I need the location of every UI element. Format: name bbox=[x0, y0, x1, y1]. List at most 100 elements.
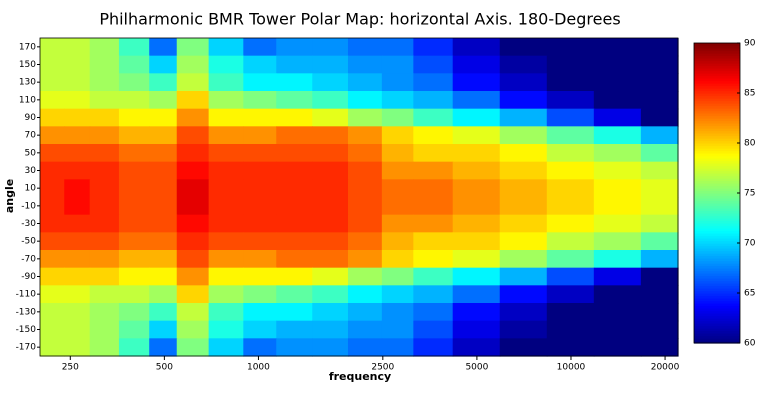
heatmap-cell bbox=[347, 55, 383, 74]
colorbar-slice bbox=[694, 270, 740, 274]
colorbar-slice bbox=[694, 90, 740, 94]
heatmap-cell bbox=[208, 285, 244, 304]
colorbar-slice bbox=[694, 208, 740, 212]
colorbar-slice bbox=[694, 333, 740, 337]
heatmap-cell bbox=[118, 320, 150, 339]
colorbar-slice bbox=[694, 288, 740, 292]
colorbar-slice bbox=[694, 100, 740, 104]
heatmap-cell bbox=[381, 232, 414, 251]
heatmap-cell bbox=[176, 250, 210, 269]
heatmap-cell bbox=[312, 285, 349, 304]
heatmap-cell bbox=[89, 197, 120, 216]
heatmap-cell bbox=[312, 91, 349, 110]
heatmap-cell bbox=[347, 144, 383, 163]
colorbar-slice bbox=[694, 290, 740, 294]
heatmap-cell bbox=[64, 285, 91, 304]
colorbar-slice bbox=[694, 185, 740, 189]
colorbar-slice bbox=[694, 295, 740, 299]
heatmap-cell bbox=[413, 161, 454, 180]
colorbar-slice bbox=[694, 140, 740, 144]
heatmap-cell bbox=[276, 144, 313, 163]
heatmap-cell bbox=[381, 250, 414, 269]
colorbar-slice bbox=[694, 138, 740, 142]
heatmap-cell bbox=[452, 320, 501, 339]
colorbar-slice bbox=[694, 223, 740, 227]
x-tick-label: 10000 bbox=[557, 363, 586, 373]
colorbar-slice bbox=[694, 328, 740, 332]
colorbar-slice bbox=[694, 210, 740, 214]
colorbar-slice bbox=[694, 330, 740, 334]
colorbar-slice bbox=[694, 148, 740, 152]
heatmap-cell bbox=[40, 179, 65, 198]
heatmap-cell bbox=[413, 55, 454, 74]
heatmap-cell bbox=[118, 38, 150, 57]
heatmap-cell bbox=[176, 197, 210, 216]
colorbar-slice bbox=[694, 168, 740, 172]
heatmap-cell bbox=[413, 179, 454, 198]
heatmap-cell bbox=[499, 303, 548, 322]
y-tick-label: 70 bbox=[25, 131, 37, 141]
heatmap-cell bbox=[89, 126, 120, 145]
heatmap-cell bbox=[546, 250, 595, 269]
heatmap-cell bbox=[312, 214, 349, 233]
heatmap-cell bbox=[640, 197, 679, 216]
heatmap-cell bbox=[347, 126, 383, 145]
heatmap-cell bbox=[149, 197, 178, 216]
heatmap-cell bbox=[149, 338, 178, 357]
x-tick-label: 2500 bbox=[371, 363, 394, 373]
colorbar-slice bbox=[694, 128, 740, 132]
colorbar-slice bbox=[694, 130, 740, 134]
heatmap-cell bbox=[381, 197, 414, 216]
heatmap-cell bbox=[40, 214, 65, 233]
heatmap-cell bbox=[312, 232, 349, 251]
colorbar-slice bbox=[694, 230, 740, 234]
heatmap-cell bbox=[499, 38, 548, 57]
colorbar-slice bbox=[694, 53, 740, 57]
colorbar-slice bbox=[694, 308, 740, 312]
colorbar-slice bbox=[694, 78, 740, 82]
heatmap-cell bbox=[499, 126, 548, 145]
colorbar-tick-label: 70 bbox=[744, 239, 756, 249]
heatmap-cell bbox=[381, 126, 414, 145]
heatmap-cell bbox=[381, 285, 414, 304]
heatmap-cell bbox=[243, 161, 277, 180]
heatmap-cell bbox=[276, 214, 313, 233]
heatmap-cell bbox=[118, 161, 150, 180]
colorbar-slice bbox=[694, 98, 740, 102]
heatmap-cell bbox=[312, 303, 349, 322]
heatmap-cell bbox=[452, 338, 501, 357]
heatmap-cell bbox=[149, 161, 178, 180]
heatmap-cell bbox=[546, 338, 595, 357]
heatmap-cell bbox=[243, 285, 277, 304]
y-tick-label: 170 bbox=[19, 42, 36, 52]
heatmap-cell bbox=[89, 108, 120, 127]
heatmap-cell bbox=[276, 108, 313, 127]
colorbar-slice bbox=[694, 133, 740, 137]
heatmap-cell bbox=[243, 214, 277, 233]
heatmap-cell bbox=[640, 161, 679, 180]
heatmap-cell bbox=[546, 303, 595, 322]
heatmap-cell bbox=[243, 144, 277, 163]
heatmap-cell bbox=[208, 320, 244, 339]
heatmap-cell bbox=[593, 38, 642, 57]
heatmap-cell bbox=[176, 73, 210, 92]
heatmap-cell bbox=[499, 91, 548, 110]
heatmap-cell bbox=[499, 108, 548, 127]
heatmap-cell bbox=[347, 38, 383, 57]
heatmap-cell bbox=[593, 161, 642, 180]
heatmap-cell bbox=[89, 338, 120, 357]
heatmap-cell bbox=[89, 73, 120, 92]
heatmap-cell bbox=[452, 179, 501, 198]
heatmap-cell bbox=[381, 320, 414, 339]
colorbar-slice bbox=[694, 93, 740, 97]
heatmap-cell bbox=[208, 38, 244, 57]
heatmap-cell bbox=[118, 285, 150, 304]
colorbar-slice bbox=[694, 105, 740, 109]
heatmap-cell bbox=[64, 91, 91, 110]
colorbar-tick-label: 80 bbox=[744, 139, 756, 149]
colorbar-slice bbox=[694, 253, 740, 257]
colorbar-slice bbox=[694, 220, 740, 224]
colorbar-slice bbox=[694, 95, 740, 99]
heatmap-cell bbox=[64, 161, 91, 180]
heatmap-cell bbox=[149, 126, 178, 145]
